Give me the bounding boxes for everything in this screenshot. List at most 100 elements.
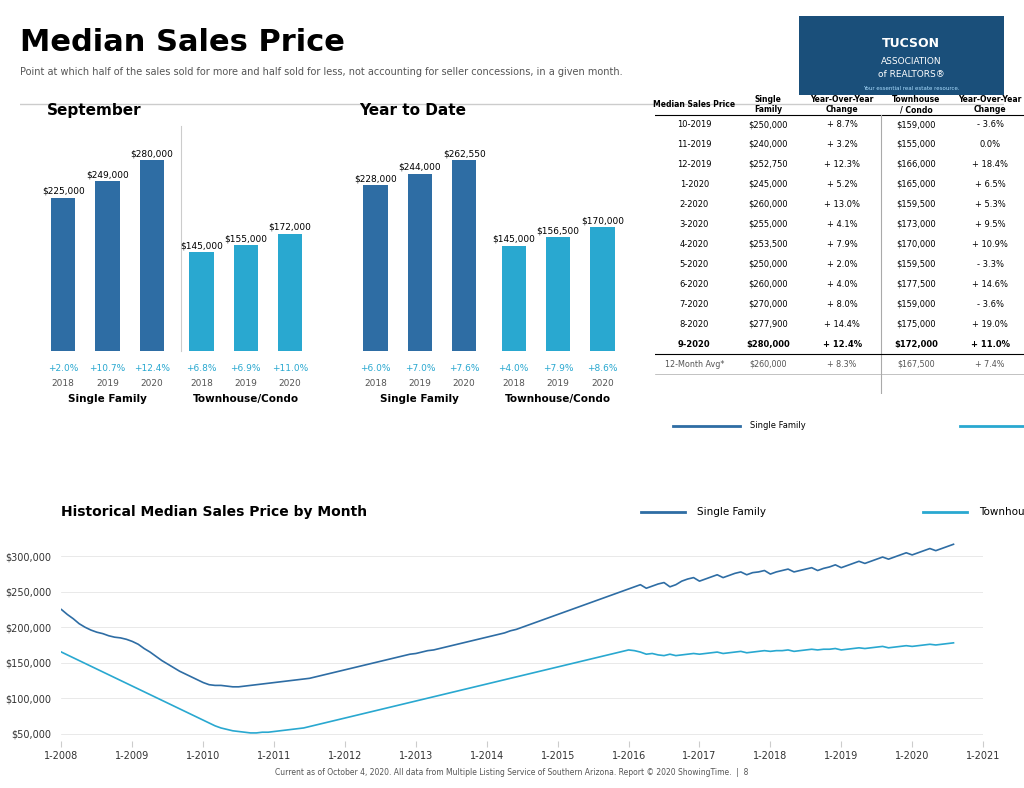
- Text: 2018: 2018: [502, 379, 525, 388]
- Bar: [546, 237, 570, 351]
- Text: + 8.7%: + 8.7%: [826, 120, 857, 129]
- Text: + 5.3%: + 5.3%: [975, 200, 1006, 209]
- Text: +11.0%: +11.0%: [272, 364, 308, 373]
- Text: $245,000: $245,000: [749, 180, 787, 189]
- Text: + 19.0%: + 19.0%: [972, 320, 1008, 329]
- Text: Median Sales Price: Median Sales Price: [20, 28, 345, 57]
- Text: 5-2020: 5-2020: [680, 260, 709, 269]
- Text: Townhouse/Condo: Townhouse/Condo: [193, 395, 299, 404]
- Text: $260,000: $260,000: [749, 280, 788, 288]
- Text: + 10.9%: + 10.9%: [972, 240, 1008, 249]
- Text: 1-2020: 1-2020: [680, 180, 709, 189]
- Text: $145,000: $145,000: [493, 235, 536, 243]
- Text: 2-2020: 2-2020: [680, 200, 709, 209]
- Text: $280,000: $280,000: [130, 150, 173, 158]
- Text: Townhouse
/ Condo: Townhouse / Condo: [892, 95, 940, 114]
- Text: 6-2020: 6-2020: [680, 280, 709, 288]
- Text: Median Sales Price: Median Sales Price: [653, 100, 735, 109]
- Text: + 8.0%: + 8.0%: [826, 299, 857, 309]
- Text: +6.8%: +6.8%: [186, 364, 217, 373]
- Text: + 9.5%: + 9.5%: [975, 220, 1006, 229]
- Text: +6.9%: +6.9%: [230, 364, 261, 373]
- FancyBboxPatch shape: [799, 16, 1004, 95]
- Text: Year-Over-Year
Change: Year-Over-Year Change: [958, 95, 1022, 114]
- Text: + 14.6%: + 14.6%: [972, 280, 1008, 288]
- Bar: [189, 252, 214, 351]
- Text: $177,500: $177,500: [896, 280, 936, 288]
- Text: +6.0%: +6.0%: [360, 364, 391, 373]
- Bar: [51, 198, 76, 351]
- Text: $262,550: $262,550: [442, 150, 485, 158]
- Text: Current as of October 4, 2020. All data from Multiple Listing Service of Souther: Current as of October 4, 2020. All data …: [275, 768, 749, 777]
- Text: + 11.0%: + 11.0%: [971, 340, 1010, 348]
- Text: $170,000: $170,000: [581, 217, 624, 225]
- Text: + 18.4%: + 18.4%: [972, 160, 1008, 169]
- Text: 8-2020: 8-2020: [680, 320, 709, 329]
- Text: $166,000: $166,000: [896, 160, 936, 169]
- Text: $255,000: $255,000: [749, 220, 787, 229]
- Text: $172,000: $172,000: [894, 340, 938, 348]
- Bar: [278, 234, 302, 351]
- Text: $252,750: $252,750: [749, 160, 788, 169]
- Text: 2018: 2018: [51, 379, 75, 388]
- Text: +7.0%: +7.0%: [404, 364, 435, 373]
- Text: - 3.6%: - 3.6%: [977, 120, 1004, 129]
- Text: Single
Family: Single Family: [754, 95, 782, 114]
- Bar: [502, 246, 526, 351]
- Text: + 14.4%: + 14.4%: [824, 320, 860, 329]
- Text: $170,000: $170,000: [896, 240, 936, 249]
- Text: 12-2019: 12-2019: [677, 160, 712, 169]
- Text: $159,000: $159,000: [896, 120, 936, 129]
- Text: $172,000: $172,000: [268, 223, 311, 232]
- Text: $155,000: $155,000: [896, 140, 936, 149]
- Bar: [95, 181, 120, 351]
- Text: 12-Month Avg*: 12-Month Avg*: [665, 359, 724, 369]
- Text: +7.6%: +7.6%: [449, 364, 479, 373]
- Text: +7.9%: +7.9%: [543, 364, 573, 373]
- Text: + 4.1%: + 4.1%: [826, 220, 857, 229]
- Text: TUCSON: TUCSON: [883, 37, 940, 50]
- Text: 10-2019: 10-2019: [677, 120, 712, 129]
- Text: 0.0%: 0.0%: [979, 140, 1000, 149]
- Text: +12.4%: +12.4%: [134, 364, 170, 373]
- Text: 2019: 2019: [234, 379, 257, 388]
- Text: $173,000: $173,000: [896, 220, 936, 229]
- Text: $260,000: $260,000: [749, 200, 788, 209]
- Text: $249,000: $249,000: [86, 170, 129, 180]
- Text: 9-2020: 9-2020: [678, 340, 711, 348]
- Text: Townhouse/Condo: Townhouse/Condo: [979, 507, 1024, 517]
- Text: $270,000: $270,000: [749, 299, 788, 309]
- Text: + 3.2%: + 3.2%: [826, 140, 857, 149]
- Text: $250,000: $250,000: [749, 120, 787, 129]
- Text: Your essential real estate resource.: Your essential real estate resource.: [863, 86, 959, 91]
- Text: $253,500: $253,500: [749, 240, 788, 249]
- Text: September: September: [46, 102, 141, 118]
- Text: $228,000: $228,000: [354, 174, 397, 184]
- Text: 2019: 2019: [547, 379, 569, 388]
- Text: $145,000: $145,000: [180, 241, 223, 251]
- Bar: [364, 185, 388, 351]
- Text: 2018: 2018: [189, 379, 213, 388]
- Text: + 7.9%: + 7.9%: [826, 240, 857, 249]
- Text: $280,000: $280,000: [746, 340, 791, 348]
- Bar: [452, 160, 476, 351]
- Text: $260,000: $260,000: [750, 359, 787, 369]
- Text: - 3.6%: - 3.6%: [977, 299, 1004, 309]
- Text: $244,000: $244,000: [398, 163, 441, 172]
- Text: +4.0%: +4.0%: [499, 364, 528, 373]
- Text: $159,500: $159,500: [896, 200, 936, 209]
- Text: $159,000: $159,000: [896, 299, 936, 309]
- Text: 2019: 2019: [96, 379, 119, 388]
- Text: 4-2020: 4-2020: [680, 240, 709, 249]
- Text: + 8.3%: + 8.3%: [827, 359, 857, 369]
- Text: ASSOCIATION: ASSOCIATION: [881, 57, 942, 66]
- Bar: [590, 228, 614, 351]
- Text: Townhouse/Condo: Townhouse/Condo: [505, 395, 611, 404]
- Text: 3-2020: 3-2020: [680, 220, 709, 229]
- Bar: [408, 174, 432, 351]
- Bar: [139, 160, 164, 351]
- Text: Historical Median Sales Price by Month: Historical Median Sales Price by Month: [61, 505, 368, 519]
- Text: Single Family: Single Family: [697, 507, 766, 517]
- Text: Year to Date: Year to Date: [358, 102, 466, 118]
- Bar: [233, 245, 258, 351]
